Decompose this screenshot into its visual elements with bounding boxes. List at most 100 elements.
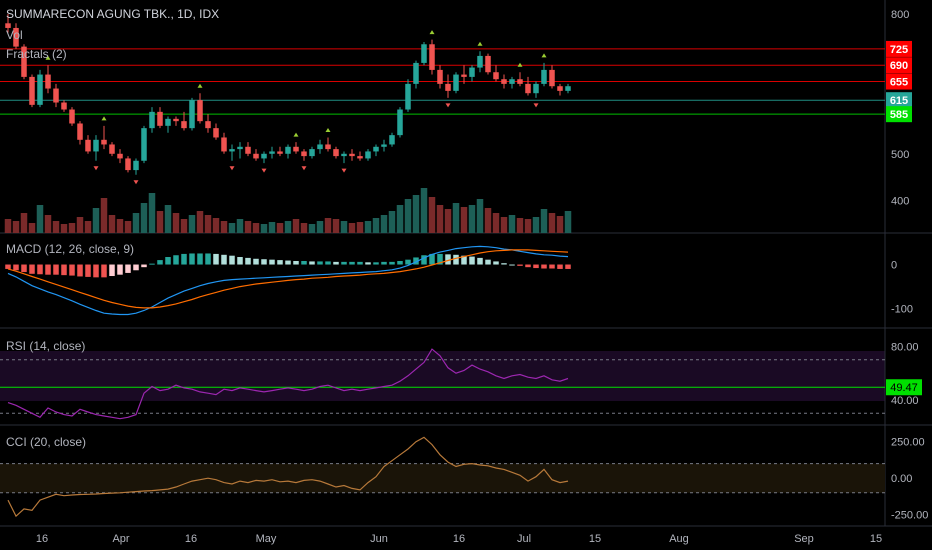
volume-bar [28,223,36,233]
fractal-up-marker [101,116,107,121]
volume-bar [476,199,484,233]
candle-body [509,79,515,84]
candle-body [325,144,331,150]
volume-bar [244,221,252,233]
time-tick-label: Jul [517,533,531,545]
volume-bar [372,218,380,233]
macd-histogram-bar [149,263,155,265]
macd-histogram-bar [557,264,563,269]
candle-body [93,139,99,152]
level-badge-label: 655 [890,77,908,89]
macd-legend: MACD (12, 26, close, 9) [6,242,134,256]
fractal-down-marker [133,180,139,185]
volume-bar [500,217,508,233]
macd-histogram-bar [493,261,499,265]
candle-body [45,74,51,89]
volume-bar [524,219,532,233]
macd-histogram-bar [165,257,171,265]
volume-bars [4,188,572,233]
candle-body [541,69,547,84]
macd-histogram-bar [77,264,83,277]
level-badge [886,40,912,57]
macd-histogram-bar [245,257,251,265]
candle-body [549,69,555,87]
macd-histogram-bar [293,260,299,265]
volume-bar [436,205,444,233]
fractal-up-marker [541,53,547,58]
volume-bar [60,224,68,233]
volume-bar [316,221,324,233]
candle-body [413,62,419,84]
time-tick-label: 16 [453,533,465,545]
volume-bar [556,216,564,233]
candle-body [293,146,299,152]
macd-histogram-bar [509,264,515,266]
macd-histogram-bar [221,254,227,265]
volume-bar [236,219,244,233]
macd-histogram-bar [261,259,267,265]
macd-histogram-bar [485,259,491,265]
volume-bar [388,211,396,233]
axis-labels: 800 500 400 725 690 655 615 585 0 -100 80.00 40.004… [36,9,928,545]
volume-bar [196,211,204,233]
cci-tick-label: 0.00 [891,473,912,485]
candle-body [261,153,267,159]
volume-bar [364,221,372,233]
volume-bar [412,195,420,233]
macd-histogram-bar [125,264,131,273]
macd-histogram-bar [333,261,339,265]
candle-body [269,151,275,154]
volume-bar [348,223,356,233]
price-tick-label: 800 [891,9,909,21]
macd-histogram-bar [101,264,107,278]
fractal-down-marker [445,103,451,108]
candle-body [133,160,139,171]
macd-histogram-bar [181,253,187,265]
candle-body [373,146,379,152]
candles [5,13,571,175]
volume-bar [148,193,156,233]
symbol-title: SUMMARECON AGUNG TBK., 1D, IDX [6,7,219,21]
candle-body [365,151,371,159]
volume-bar [164,205,172,233]
macd-histogram-bar [541,264,547,269]
candle-body [565,86,571,91]
candle-body [253,153,259,159]
candle-body [453,74,459,91]
candle-body [405,83,411,110]
volume-bar [380,215,388,233]
macd-histogram-bar [365,262,371,265]
volume-bar [308,224,316,233]
fractal-down-marker [533,103,539,108]
macd-histogram-bar [5,264,11,269]
volume-bar [508,215,516,233]
macd-histogram-bar [501,263,507,265]
candle-body [437,69,443,84]
volume-bar [172,213,180,233]
candle-body [85,139,91,152]
candle-body [317,144,323,150]
time-tick-label: 15 [589,533,601,545]
macd-pane [5,245,571,316]
fractal-up-marker [45,55,51,60]
volume-bar [140,203,148,233]
level-badge-label: 585 [890,109,908,121]
candle-body [517,79,523,84]
level-badge [886,92,912,109]
candle-body [157,111,163,126]
volume-bar [428,197,436,233]
macd-histogram-bar [61,264,67,276]
candle-body [61,102,67,110]
volume-bar [4,219,12,233]
macd-histogram-bar [533,264,539,269]
macd-histogram-bar [325,261,331,265]
volume-bar [76,217,84,233]
rsi-tick-label: 40.00 [891,395,919,407]
candle-body [101,139,107,145]
time-tick-label: 16 [36,533,48,545]
macd-histogram-bar [341,261,347,265]
cci-band-fill [0,463,885,493]
candle-body [493,72,499,80]
macd-histogram-bar [309,261,315,265]
candle-body [333,149,339,157]
